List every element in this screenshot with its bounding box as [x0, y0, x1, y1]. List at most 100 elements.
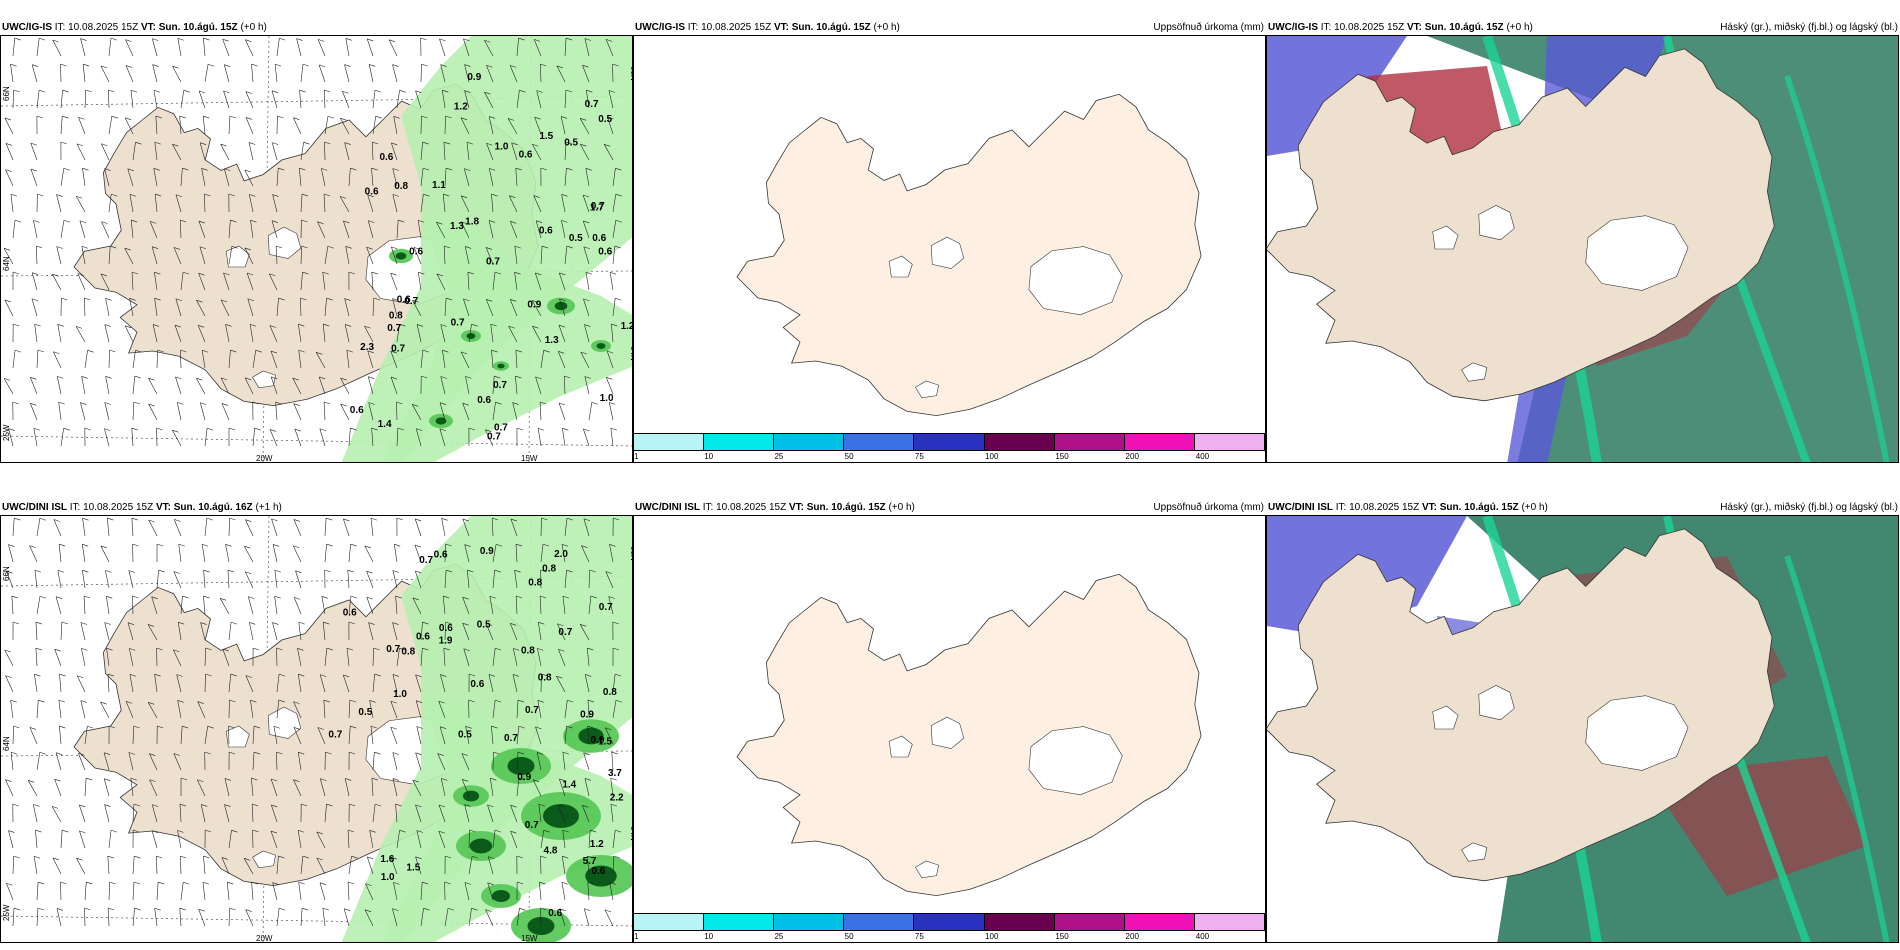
colorbar-ticks: 1 10 25 50 75 100 150 200 400: [633, 932, 1265, 944]
precip-value: 0.6: [350, 405, 364, 416]
precip-value: 0.6: [539, 225, 553, 236]
colorbar-swatch: [984, 434, 1055, 450]
colorbar-swatch: [914, 914, 985, 930]
map-frame[interactable]: 0.9 0.9 0.6 0.7 0.6 0.8 0.7 0.5 0.6 0.6 0.6 0.7 0.5 0…: [0, 515, 633, 943]
precip-value: 1.6: [380, 854, 394, 865]
wind-barbs: [3, 37, 622, 447]
precip-value: 0.6: [519, 149, 533, 160]
precip-value: 5.7: [583, 856, 597, 867]
precip-value: 2.2: [610, 792, 624, 803]
precip-value: 1.3: [545, 335, 559, 346]
precip-value: 0.6: [365, 186, 379, 197]
map-frame[interactable]: [633, 515, 1266, 943]
precip-value: 1.1: [432, 180, 446, 191]
colorbar-tick-label: 25: [774, 452, 784, 461]
precip-value: 0.7: [391, 343, 405, 354]
precip-value: 0.6: [379, 152, 393, 163]
precip-value: 1.9: [439, 635, 453, 646]
precip-value: 0.6: [477, 395, 491, 406]
precip-value: 1.5: [598, 736, 612, 747]
precip-value: 1.0: [495, 141, 509, 152]
precip-value: 0.7: [525, 705, 539, 716]
precip-value: 0.7: [328, 729, 342, 740]
colorbar-tick-label: 75: [914, 452, 924, 461]
iceland-land: [1267, 528, 1775, 882]
panel-wind-precip-dini: UWC/DINI ISL IT: 10.08.2025 15Z VT: Sun.…: [0, 480, 633, 950]
colorbar-tick-label: 200: [1125, 932, 1139, 941]
precip-value: 1.2: [590, 839, 604, 850]
precip-value: 0.8: [542, 564, 556, 575]
precip-shading: [341, 516, 632, 942]
map-frame[interactable]: [1266, 35, 1899, 463]
precip-value: 3.7: [608, 768, 622, 779]
colorbar-tick-label: 10: [704, 452, 714, 461]
precip-value: 0.7: [419, 555, 433, 566]
iceland-land: [736, 93, 1202, 417]
panel-header: UWC/IG-IS IT: 10.08.2025 15Z VT: Sun. 10…: [1268, 22, 1533, 33]
colorbar-swatch: [844, 434, 915, 450]
lat-label-25w: 25W: [2, 424, 11, 441]
precip-value: 0.6: [434, 550, 448, 561]
lat-label-64n-right: 64N: [629, 826, 633, 841]
accum-precip-map: [736, 93, 1202, 417]
precip-value: 1.2: [454, 101, 468, 112]
colorbar-swatch: [774, 914, 845, 930]
map-frame[interactable]: [1266, 515, 1899, 943]
precip-value: 0.7: [558, 627, 572, 638]
precip-value: 0.6: [598, 247, 612, 258]
colorbar-swatch: [1194, 434, 1264, 450]
map-frame[interactable]: [633, 35, 1266, 463]
colorbar-swatch: [1124, 434, 1195, 450]
panel-accum-precip-ig: UWC/IG-IS IT: 10.08.2025 15Z VT: Sun. 10…: [633, 0, 1266, 470]
panel-clouds-dini: UWC/DINI ISL IT: 10.08.2025 15Z VT: Sun.…: [1266, 480, 1900, 950]
precip-value: 0.7: [404, 296, 418, 307]
precip-value: 0.5: [569, 233, 583, 244]
panel-wind-precip-ig: UWC/IG-IS IT: 10.08.2025 15Z VT: Sun. 10…: [0, 0, 633, 470]
colorbar-tick-label: 400: [1195, 932, 1210, 941]
panel-clouds-ig: UWC/IG-IS IT: 10.08.2025 15Z VT: Sun. 10…: [1266, 0, 1900, 470]
clouds-map: [1267, 36, 1898, 462]
colorbar-ticks: 1 10 25 50 75 100 150 200 400: [633, 452, 1265, 464]
precip-value: 0.7: [525, 820, 539, 831]
lat-label-66n: 66N: [2, 86, 11, 101]
lon-label-20w: 20W: [256, 454, 273, 463]
colorbar-swatch: [634, 434, 705, 450]
lon-label-15w: 15W: [521, 934, 538, 943]
wind-precip-map: 0.60.60.60.50.60.60.60.60.70.70.70.70.71…: [1, 36, 633, 463]
colorbar-tick-label: 1: [634, 452, 639, 461]
colorbar-swatch: [984, 914, 1055, 930]
accum-precip-map: [736, 573, 1202, 897]
colorbar-swatch: [1194, 914, 1264, 930]
iceland-land: [1267, 48, 1775, 402]
panel-right-title: Háský (gr.), miðský (fj.bl.) og lágský (…: [1720, 502, 1898, 513]
iceland-land: [736, 573, 1202, 897]
precip-value: 0.9: [591, 735, 605, 746]
colorbar-swatch: [914, 434, 985, 450]
precip-value: 0.7: [504, 733, 518, 744]
colorbar-tick-label: 1: [634, 932, 639, 941]
wind-barbs: [4, 517, 623, 927]
precip-value: 0.7: [451, 318, 465, 329]
colorbar: [633, 913, 1265, 931]
colorbar-swatch: [1054, 434, 1125, 450]
precip-value: 0.5: [477, 620, 491, 631]
precip-value: 1.0: [600, 393, 614, 404]
precip-value: 0.6: [343, 608, 357, 619]
lon-label-20w: 20W: [256, 934, 273, 943]
precip-value: 1.5: [539, 131, 553, 142]
precip-value: 0.8: [389, 311, 403, 322]
precip-value-labels: 0.90.90.60.70.60.80.70.50.60.60.6 0.70.50…: [328, 546, 624, 919]
clouds-map: [1267, 516, 1898, 942]
panel-header: UWC/IG-IS IT: 10.08.2025 15Z VT: Sun. 10…: [2, 22, 267, 33]
precip-value: 0.7: [386, 644, 400, 655]
precip-value: 1.4: [378, 419, 392, 430]
precip-value: 1.8: [465, 216, 479, 227]
precip-value: 0.9: [517, 772, 531, 783]
precip-value: 0.7: [487, 432, 501, 443]
map-frame[interactable]: 0.6 0.6 0.6 0.5 0.6 0.6 0.6 0.6 0.7 0.7 0.7 0.7 0.7 1…: [0, 35, 633, 463]
lat-label-64n-right: 64N: [629, 346, 633, 361]
precip-value: 0.9: [467, 72, 481, 83]
precip-value: 0.8: [521, 646, 535, 657]
colorbar-swatch: [1124, 914, 1195, 930]
precip-value: 0.6: [470, 679, 484, 690]
